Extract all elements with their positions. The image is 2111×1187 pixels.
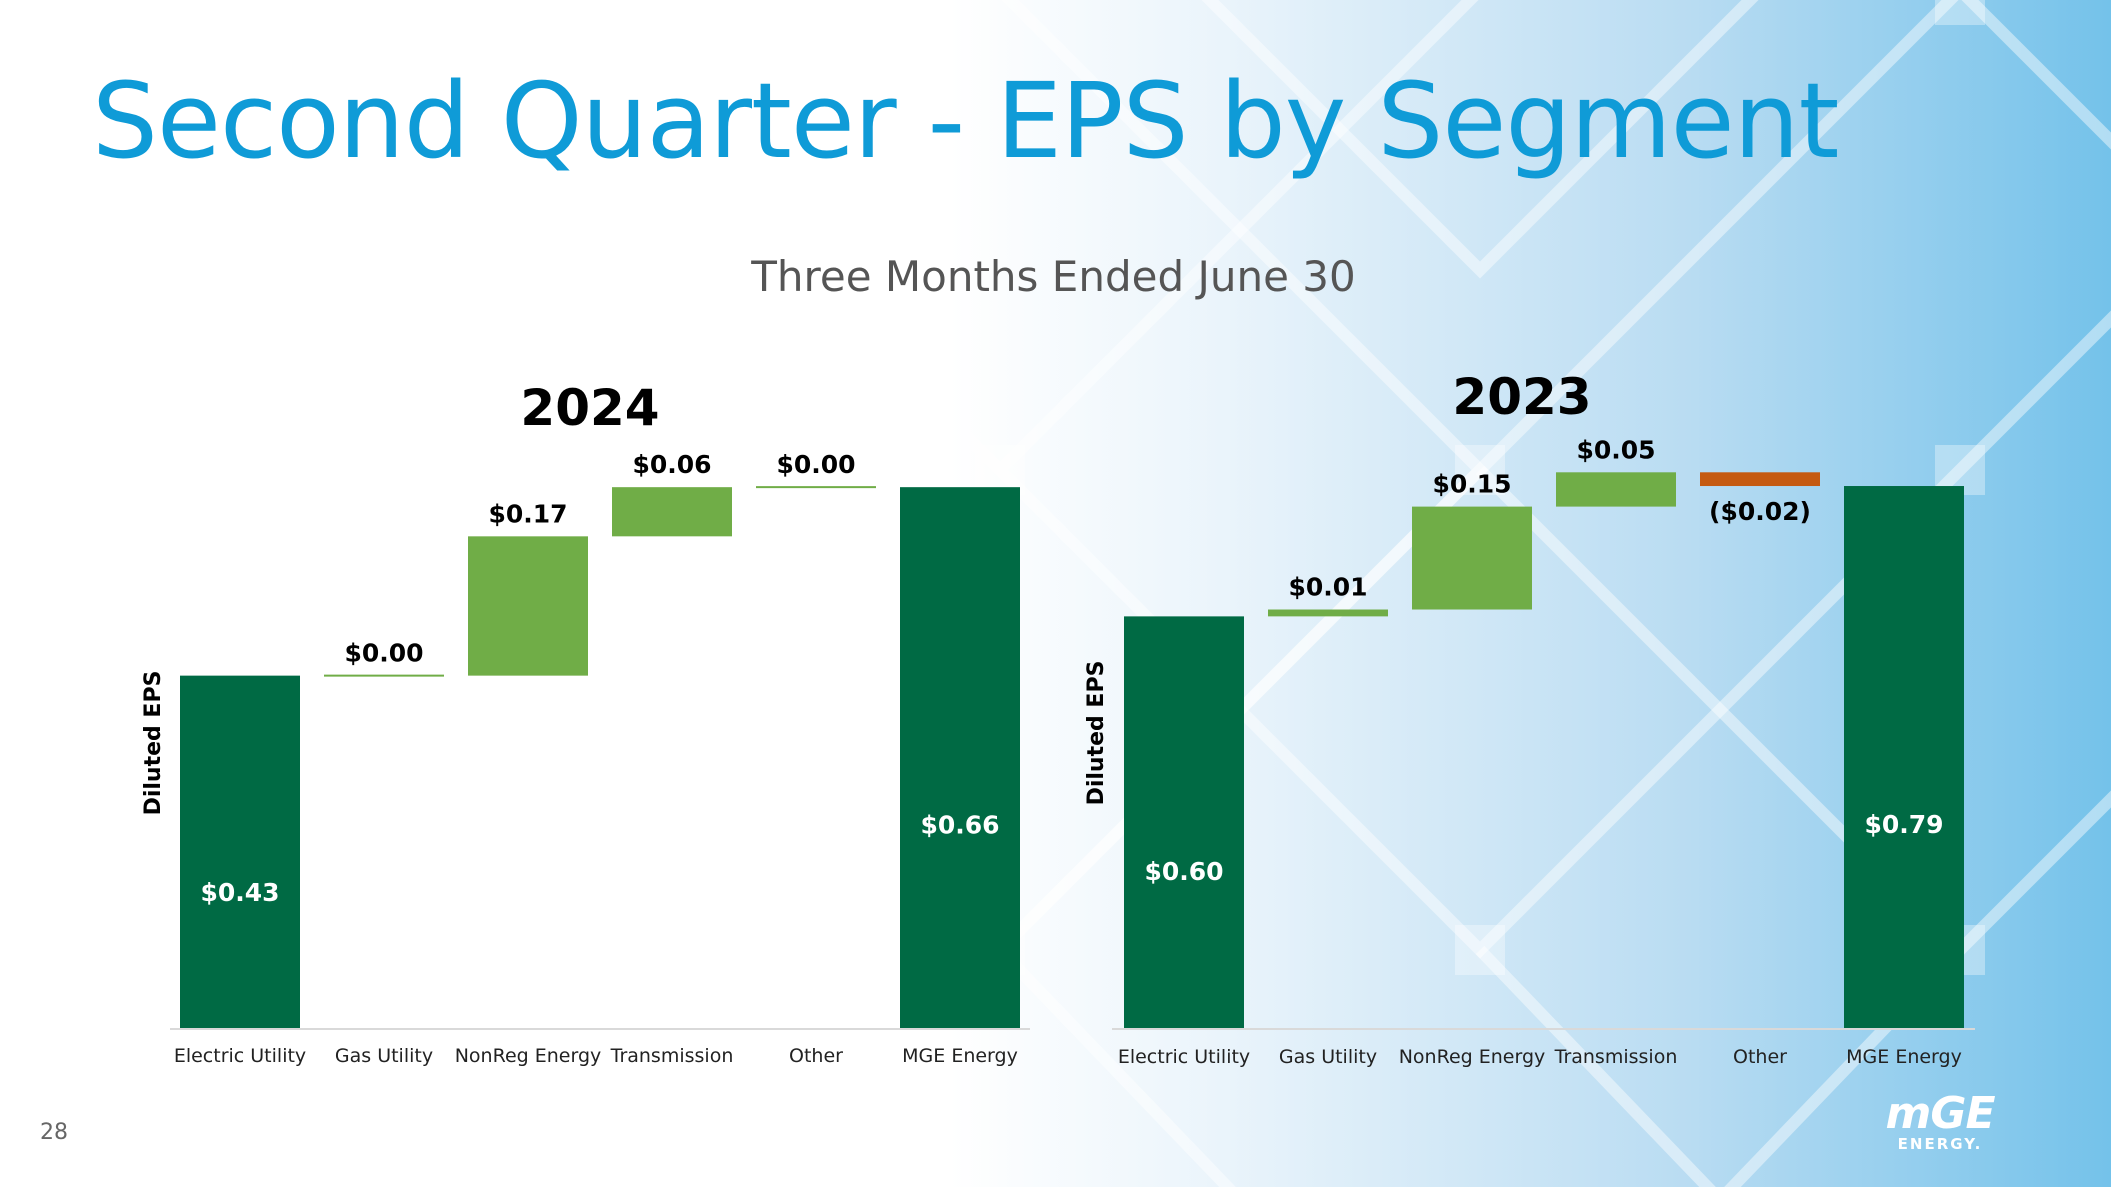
bar-mge-energy	[1844, 486, 1964, 1028]
category-labels-group: Electric Utility Gas Utility NonReg Energy…	[1118, 1046, 1962, 1068]
value-label-mge-energy: $0.79	[1864, 810, 1943, 839]
chart-title: 2024	[520, 379, 659, 437]
y-axis-label: Diluted EPS	[1084, 661, 1109, 806]
category-label-electric-utility: Electric Utility	[174, 1045, 306, 1067]
bar-nonreg-energy	[1412, 506, 1532, 610]
value-label-electric-utility: $0.60	[1144, 857, 1223, 886]
category-label-electric-utility: Electric Utility	[1118, 1046, 1250, 1068]
category-label-nonreg-energy: NonReg Energy	[455, 1045, 602, 1067]
value-label-nonreg-energy: $0.17	[488, 499, 567, 528]
category-label-transmission: Transmission	[1554, 1046, 1678, 1068]
category-label-mge-energy: MGE Energy	[902, 1045, 1018, 1067]
chart-title: 2023	[1452, 368, 1591, 426]
category-label-other: Other	[789, 1045, 843, 1067]
bar-nonreg-energy	[468, 536, 588, 676]
value-label-transmission: $0.05	[1576, 435, 1655, 464]
category-label-other: Other	[1733, 1046, 1787, 1068]
bar-mge-energy	[900, 487, 1020, 1029]
logo-main-text: mGE	[1885, 1088, 1995, 1139]
bars-group	[1112, 472, 1975, 1030]
logo-sub-text: ENERGY.	[1897, 1135, 1983, 1153]
value-label-other: ($0.02)	[1709, 497, 1811, 526]
bar-other	[1700, 472, 1820, 487]
value-labels-group: $0.43 $0.00 $0.17 $0.06 $0.00 $0.66	[200, 450, 999, 907]
slide-title: Second Quarter - EPS by Segment	[92, 60, 1839, 182]
bar-transmission	[1556, 472, 1676, 507]
value-labels-group: $0.60 $0.01 $0.15 $0.05 ($0.02) $0.79	[1144, 435, 1943, 886]
bar-electric-utility	[1124, 616, 1244, 1028]
value-label-mge-energy: $0.66	[920, 810, 999, 839]
bars-group	[170, 486, 1030, 1030]
category-label-gas-utility: Gas Utility	[1279, 1046, 1377, 1068]
bar-transmission	[612, 487, 732, 537]
category-label-transmission: Transmission	[610, 1045, 734, 1067]
slide-subtitle: Three Months Ended June 30	[0, 252, 2111, 301]
value-label-gas-utility: $0.00	[344, 639, 423, 668]
value-label-gas-utility: $0.01	[1288, 573, 1367, 602]
page-number: 28	[40, 1120, 68, 1145]
value-label-electric-utility: $0.43	[200, 878, 279, 907]
mge-energy-logo: mGE ENERGY.	[1870, 1088, 2010, 1153]
category-label-mge-energy: MGE Energy	[1846, 1046, 1962, 1068]
category-labels-group: Electric Utility Gas Utility NonReg Energy…	[174, 1045, 1018, 1067]
category-label-nonreg-energy: NonReg Energy	[1399, 1046, 1546, 1068]
value-label-other: $0.00	[776, 450, 855, 479]
y-axis-label: Diluted EPS	[141, 671, 166, 816]
value-label-nonreg-energy: $0.15	[1432, 470, 1511, 499]
subtitle-text: Three Months Ended June 30	[751, 252, 1356, 301]
bar-gas-utility	[1268, 609, 1388, 617]
category-label-gas-utility: Gas Utility	[335, 1045, 433, 1067]
bar-electric-utility	[180, 675, 300, 1028]
value-label-transmission: $0.06	[632, 450, 711, 479]
